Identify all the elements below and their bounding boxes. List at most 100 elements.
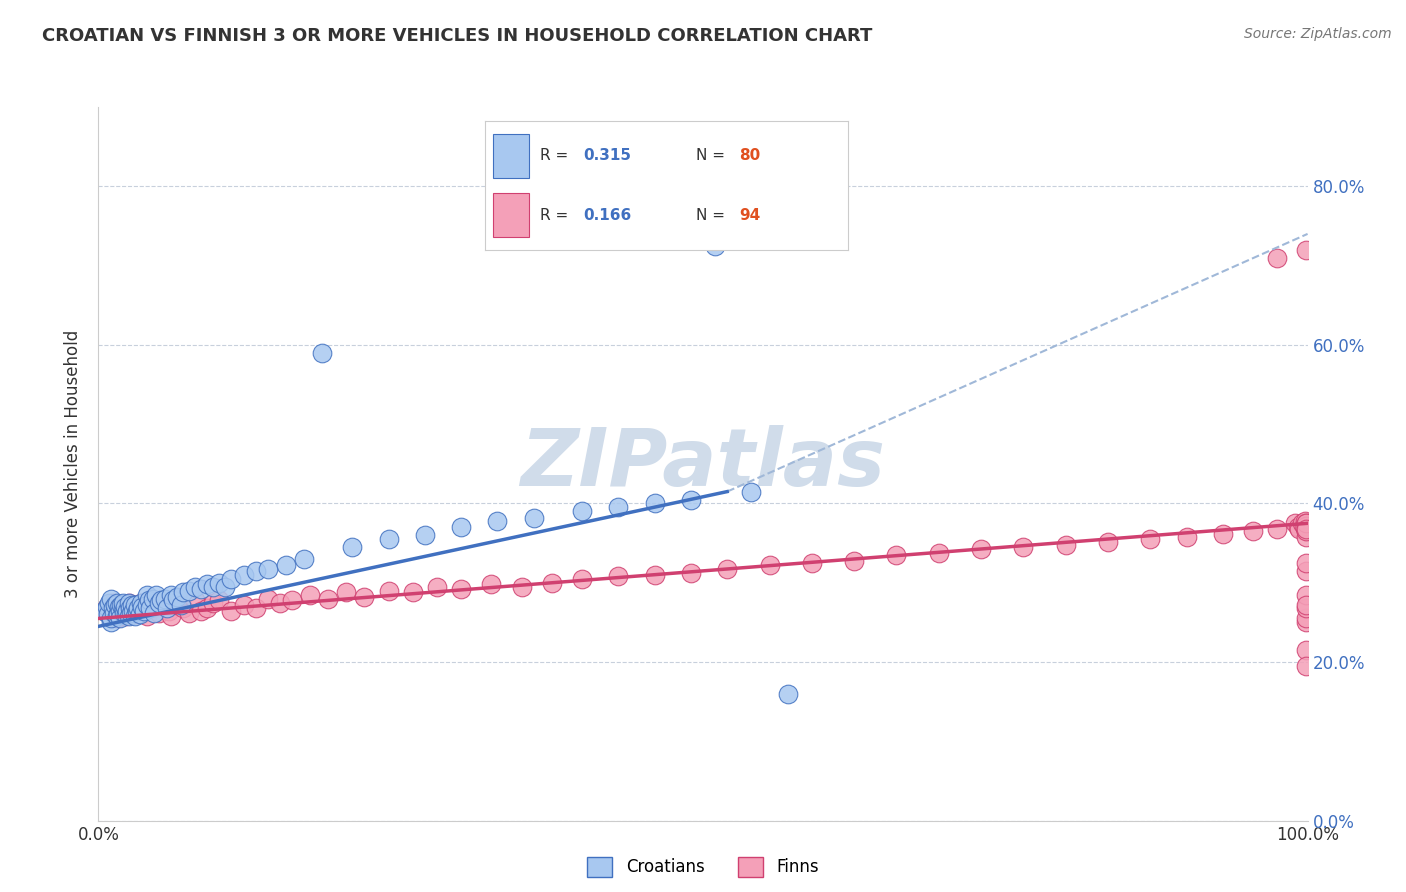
Point: [970, 542, 993, 557]
Point: [704, 239, 727, 253]
Point: [100, 591, 122, 606]
Point: [153, 591, 176, 606]
Point: [114, 609, 136, 624]
Point: [1291, 516, 1313, 531]
Point: [100, 611, 122, 625]
Point: [160, 609, 183, 624]
Point: [148, 606, 170, 620]
Text: ZIPatlas: ZIPatlas: [520, 425, 886, 503]
Legend: Croatians, Finns: Croatians, Finns: [581, 850, 825, 884]
Point: [1284, 516, 1306, 531]
Point: [111, 601, 134, 615]
Point: [127, 603, 149, 617]
Point: [118, 596, 141, 610]
Point: [1295, 516, 1317, 531]
Point: [1139, 532, 1161, 546]
Point: [202, 580, 225, 594]
Point: [644, 496, 666, 510]
Point: [311, 346, 333, 360]
Point: [103, 606, 125, 620]
Point: [335, 585, 357, 599]
Point: [131, 599, 153, 614]
Point: [118, 601, 141, 615]
Point: [281, 593, 304, 607]
Point: [245, 601, 267, 615]
Point: [644, 567, 666, 582]
Point: [510, 580, 533, 594]
Point: [105, 596, 128, 610]
Point: [117, 603, 139, 617]
Point: [98, 596, 121, 610]
Point: [214, 580, 236, 594]
Point: [1288, 522, 1310, 536]
Point: [1295, 516, 1317, 531]
Point: [342, 540, 364, 554]
Point: [245, 564, 267, 578]
Point: [127, 601, 149, 615]
Point: [172, 585, 194, 599]
Point: [758, 558, 780, 573]
Point: [179, 606, 201, 620]
Point: [523, 510, 546, 524]
Point: [679, 566, 702, 581]
Point: [108, 611, 131, 625]
Point: [124, 601, 146, 615]
Point: [195, 577, 218, 591]
Point: [1012, 540, 1035, 554]
Point: [124, 609, 146, 624]
Point: [172, 601, 194, 615]
Point: [1295, 659, 1317, 673]
Point: [1295, 556, 1317, 570]
Point: [232, 598, 254, 612]
Point: [111, 603, 134, 617]
Point: [202, 596, 225, 610]
Point: [1295, 243, 1317, 257]
Point: [1294, 514, 1316, 528]
Point: [179, 583, 201, 598]
Point: [221, 572, 243, 586]
Point: [135, 609, 157, 624]
Point: [1295, 524, 1317, 539]
Point: [115, 607, 138, 622]
Point: [108, 607, 131, 622]
Point: [108, 603, 131, 617]
Point: [184, 580, 207, 594]
Point: [740, 484, 762, 499]
Point: [353, 590, 375, 604]
Point: [1097, 534, 1119, 549]
Point: [166, 598, 188, 612]
Point: [232, 567, 254, 582]
Text: Source: ZipAtlas.com: Source: ZipAtlas.com: [1244, 27, 1392, 41]
Point: [1295, 615, 1317, 630]
Point: [93, 603, 115, 617]
Point: [134, 603, 156, 617]
Point: [135, 588, 157, 602]
Point: [129, 596, 152, 610]
Point: [121, 606, 143, 620]
Point: [402, 585, 425, 599]
Point: [139, 601, 162, 615]
Point: [541, 575, 564, 590]
Point: [426, 580, 449, 594]
Point: [450, 520, 472, 534]
Point: [776, 687, 799, 701]
Point: [97, 607, 120, 622]
Point: [166, 590, 188, 604]
Point: [153, 599, 176, 614]
Point: [1295, 524, 1317, 539]
Point: [100, 615, 122, 630]
Point: [101, 596, 124, 610]
Point: [256, 591, 278, 606]
Point: [486, 514, 509, 528]
Point: [108, 599, 131, 614]
Point: [96, 599, 118, 614]
Point: [128, 607, 150, 622]
Point: [190, 582, 212, 596]
Point: [1241, 524, 1264, 539]
Point: [1295, 522, 1317, 536]
Point: [1267, 251, 1289, 265]
Point: [208, 575, 231, 590]
Point: [316, 591, 339, 606]
Point: [142, 591, 165, 606]
Point: [105, 611, 128, 625]
